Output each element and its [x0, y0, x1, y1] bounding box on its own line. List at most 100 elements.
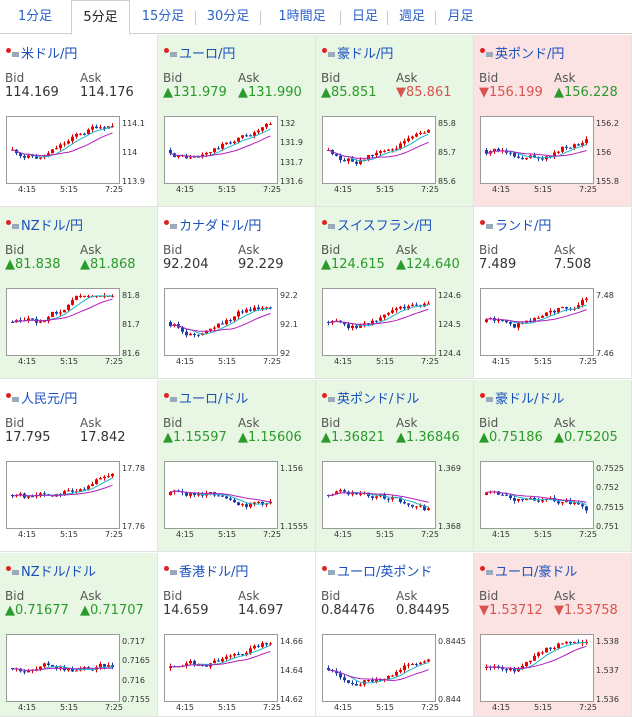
candle-body	[99, 478, 102, 480]
candle-body	[111, 665, 114, 668]
rate-card[interactable]: 英ポンド/円 Bid Ask ▼156.199 ▲156.228 156.2 156 155.…	[474, 35, 632, 207]
candle-body	[225, 656, 228, 659]
pair-title-link[interactable]: ランド/円	[479, 215, 552, 234]
mini-candle-chart[interactable]	[6, 288, 120, 356]
pair-title-link[interactable]: カナダドル/円	[163, 215, 261, 234]
pair-title-link[interactable]: ユーロ/ドル	[163, 388, 248, 407]
mini-candle-chart[interactable]	[322, 461, 436, 529]
tab-2[interactable]: 5分足	[71, 0, 130, 35]
candle-body	[339, 490, 342, 492]
candle-body	[27, 318, 30, 321]
pair-title-link[interactable]: 香港ドル/円	[163, 561, 248, 580]
mini-candle-chart[interactable]	[164, 461, 278, 529]
candle-body	[569, 641, 572, 644]
mini-candle-chart[interactable]	[480, 634, 594, 702]
pair-title-link[interactable]: NZドル/円	[5, 215, 83, 234]
rate-card[interactable]: カナダドル/円 Bid Ask 92.204 92.229 92.2 92.1 92 4:15 5…	[158, 207, 316, 379]
tab-4[interactable]: 30分足	[206, 9, 250, 24]
y-tick-label: 1.537	[596, 666, 619, 675]
pair-title-link[interactable]: 英ポンド/円	[479, 43, 564, 62]
rate-card[interactable]: スイスフラン/円 Bid Ask ▲124.615 ▲124.640 124.6 124.5…	[316, 207, 474, 379]
pair-name: ランド/円	[495, 218, 552, 234]
mini-candle-chart[interactable]	[322, 634, 436, 702]
y-tick-label: 14.62	[280, 695, 303, 704]
tab-5[interactable]: 1時間足	[278, 9, 326, 24]
candle-body	[509, 322, 512, 324]
tab-7[interactable]: 週足	[398, 9, 425, 24]
candle-body	[87, 485, 90, 490]
x-tick-label: 7:25	[263, 185, 281, 194]
mini-candle-chart[interactable]	[480, 288, 594, 356]
mini-candle-chart[interactable]	[6, 461, 120, 529]
pair-name: スイスフラン/円	[337, 218, 432, 234]
pair-title-link[interactable]: 豪ドル/円	[321, 43, 393, 62]
candle-body	[79, 489, 82, 492]
rate-card[interactable]: 豪ドル/円 Bid Ask ▲85.851 ▼85.861 85.8 85.7 85.6 4:1…	[316, 35, 474, 207]
pair-title-link[interactable]: ユーロ/英ポンド	[321, 561, 432, 580]
pair-title-link[interactable]: NZドル/ドル	[5, 561, 96, 580]
candle-body	[517, 668, 520, 672]
rate-card[interactable]: 人民元/円 Bid Ask 17.795 17.842 17.78 17.76 4:15 5:1…	[0, 380, 158, 552]
y-tick-label: 0.7525	[596, 464, 624, 473]
pair-title-link[interactable]: 米ドル/円	[5, 43, 77, 62]
tab-1[interactable]: 1分足	[17, 9, 53, 24]
rate-card[interactable]: 英ポンド/ドル Bid Ask ▲1.36821 ▲1.36846 1.369 1.368 4…	[316, 380, 474, 552]
ma-long-line	[12, 667, 113, 671]
candle-body	[379, 151, 382, 153]
tab-6[interactable]: 日足	[351, 9, 378, 24]
tab-3[interactable]: 15分足	[141, 9, 185, 24]
mini-candle-chart[interactable]	[6, 634, 120, 702]
candle-body	[103, 476, 106, 479]
candle-body	[557, 643, 560, 649]
pair-title-link[interactable]: 英ポンド/ドル	[321, 388, 419, 407]
rate-card[interactable]: 米ドル/円 Bid Ask 114.169 114.176 114.1 114 113.9 4:…	[0, 35, 158, 207]
y-tick-label: 92	[280, 349, 291, 358]
tab-8[interactable]: 月足	[447, 9, 474, 24]
candle-body	[521, 666, 524, 669]
mini-candle-chart[interactable]	[480, 116, 594, 184]
candle-body	[423, 505, 426, 511]
candle-body	[71, 668, 74, 672]
mini-candle-chart[interactable]	[164, 116, 278, 184]
rate-card[interactable]: ランド/円 Bid Ask 7.489 7.508 7.48 7.46 4:15 5:15 7:2…	[474, 207, 632, 379]
ask-label: Ask	[238, 416, 260, 430]
rate-card[interactable]: ユーロ/ドル Bid Ask ▲1.15597 ▲1.15606 1.156 1.1555 4…	[158, 380, 316, 552]
pair-title-link[interactable]: スイスフラン/円	[321, 215, 432, 234]
candle-body	[379, 317, 382, 321]
pair-title-link[interactable]: 人民元/円	[5, 388, 77, 407]
pair-title-link[interactable]: 豪ドル/ドル	[479, 388, 564, 407]
bid-price: 0.84476	[321, 603, 375, 618]
mini-candle-chart[interactable]	[164, 288, 278, 356]
cn-flag-icon	[5, 392, 19, 402]
ask-price: 1.15606	[248, 430, 302, 445]
rate-card[interactable]: 豪ドル/ドル Bid Ask ▲0.75186 ▲0.75205 0.7525 0.752 0…	[474, 380, 632, 552]
bid-price: 81.838	[15, 257, 61, 272]
candle-body	[51, 311, 54, 317]
x-tick-label: 7:25	[579, 530, 597, 539]
candle-body	[335, 491, 338, 495]
ask-label: Ask	[80, 589, 102, 603]
mini-candle-chart[interactable]	[322, 288, 436, 356]
mini-candle-chart[interactable]	[6, 116, 120, 184]
rate-card[interactable]: NZドル/円 Bid Ask ▲81.838 ▲81.868 81.8 81.7 81.6 4:…	[0, 207, 158, 379]
rate-card[interactable]: ユーロ/英ポンド Bid Ask 0.84476 0.84495 0.8445 0.844 4…	[316, 553, 474, 717]
pair-title-link[interactable]: ユーロ/円	[163, 43, 235, 62]
rate-card[interactable]: NZドル/ドル Bid Ask ▲0.71677 ▲0.71707 0.717 0.7165…	[0, 553, 158, 717]
candle-body	[63, 491, 66, 496]
ask-label: Ask	[554, 416, 576, 430]
pair-title-link[interactable]: ユーロ/豪ドル	[479, 561, 577, 580]
mini-candle-chart[interactable]	[480, 461, 594, 529]
candle-body	[553, 310, 556, 313]
mini-candle-chart[interactable]	[322, 116, 436, 184]
candle-body	[241, 135, 244, 138]
ask-label: Ask	[396, 589, 418, 603]
rate-card[interactable]: ユーロ/豪ドル Bid Ask ▼1.53712 ▼1.53758 1.538 1.537 1…	[474, 553, 632, 717]
ask-arrow-icon: ▲	[396, 257, 406, 272]
candle-body	[31, 496, 34, 498]
eu-flag-icon	[321, 565, 335, 575]
rate-card[interactable]: 香港ドル/円 Bid Ask 14.659 14.697 14.66 14.64 14.62 4…	[158, 553, 316, 717]
mini-candle-chart[interactable]	[164, 634, 278, 702]
candle-body	[497, 491, 500, 495]
bid-value: ▲1.15597	[163, 430, 227, 445]
rate-card[interactable]: ユーロ/円 Bid Ask ▲131.979 ▲131.990 132 131.9 131.7…	[158, 35, 316, 207]
